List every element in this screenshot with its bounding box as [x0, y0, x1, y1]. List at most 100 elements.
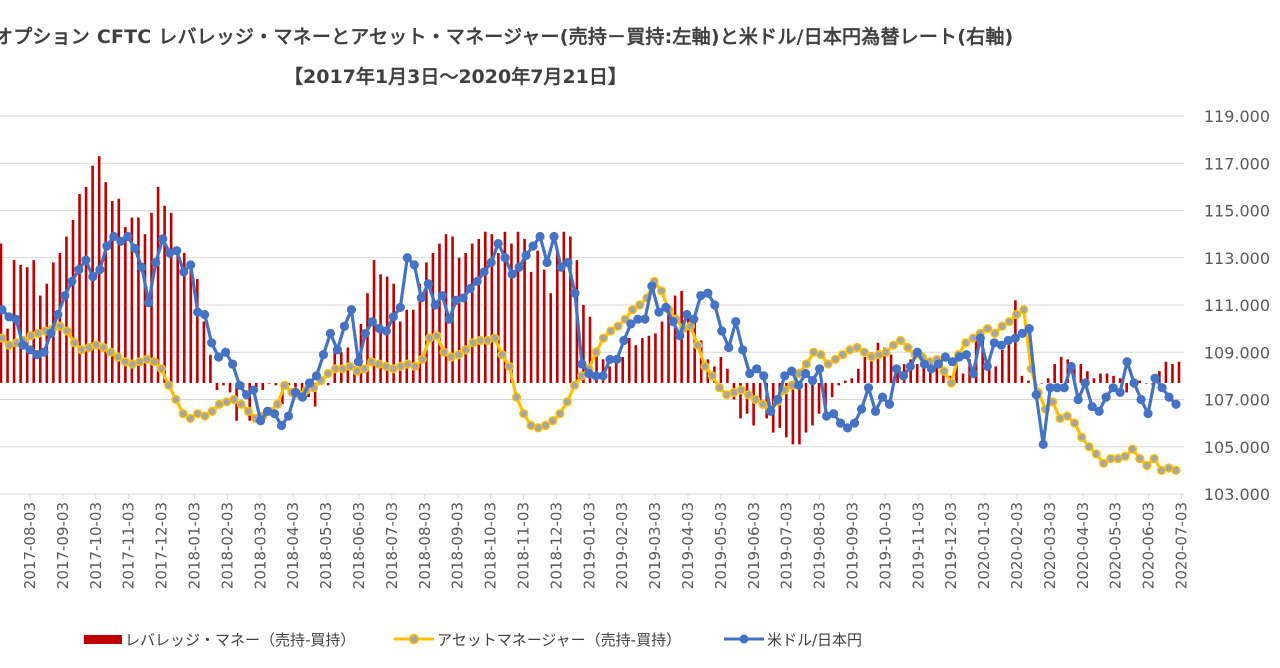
asset-manager-point: [497, 350, 507, 360]
usdjpy-point: [794, 380, 804, 390]
usdjpy-point: [801, 368, 811, 379]
usdjpy-point: [1038, 439, 1048, 449]
usdjpy-point: [919, 359, 930, 369]
legend-item-usdjpy: 米ドル/日本円: [724, 626, 862, 652]
leveraged-money-bar: [169, 212, 173, 383]
asset-manager-point: [1069, 418, 1080, 428]
leveraged-money-bar: [137, 217, 140, 383]
leveraged-money-bar: [431, 253, 435, 383]
asset-manager-point: [591, 347, 601, 357]
asset-manager-point: [555, 409, 565, 419]
leveraged-money-bar: [562, 231, 566, 383]
asset-manager-point: [69, 338, 80, 348]
asset-manager-point: [548, 416, 558, 426]
leveraged-money-bar: [248, 382, 251, 421]
usdjpy-point: [891, 364, 902, 374]
asset-manager-point: [758, 399, 768, 409]
asset-manager-point: [511, 392, 522, 402]
x-tick-label: 2018-05-03: [317, 502, 335, 589]
leveraged-money-bar: [1027, 380, 1030, 383]
usdjpy-point: [130, 243, 140, 253]
usdjpy-point: [318, 350, 329, 360]
leveraged-money-bar: [935, 356, 939, 383]
leveraged-money-bar: [830, 382, 834, 398]
usdjpy-point: [74, 264, 84, 275]
leveraged-money-bar: [1177, 361, 1181, 383]
leveraged-money-bar: [228, 382, 232, 393]
legend-item-asset-manager: アセットマネージャー（売持-買持）: [394, 626, 681, 652]
asset-manager-point: [751, 394, 761, 405]
usdjpy-point: [661, 302, 671, 312]
x-tick-label: 2019-09-03: [844, 502, 862, 589]
leveraged-money-bar: [182, 253, 186, 383]
asset-manager-point: [62, 326, 72, 336]
usdjpy-point: [542, 257, 552, 268]
usdjpy-point: [556, 262, 566, 272]
right-axis-ticks: 103.000 105.000 107.000 109.000 111.000 113.0…: [1204, 107, 1270, 504]
x-tick-label: 2019-08-03: [811, 502, 829, 589]
usdjpy-point: [1059, 383, 1069, 393]
usdjpy-point: [1094, 406, 1104, 416]
asset-manager-point: [990, 328, 1000, 338]
asset-manager-point: [200, 411, 210, 421]
leveraged-money-bar: [163, 205, 166, 383]
asset-manager-point: [562, 397, 572, 407]
asset-manager-point: [736, 385, 746, 395]
usdjpy-point: [381, 326, 391, 336]
usdjpy-point: [346, 305, 357, 315]
usdjpy-point: [1164, 392, 1174, 402]
asset-manager-point: [939, 366, 949, 376]
x-tick-label: 2019-12-03: [942, 502, 960, 589]
leveraged-money-bar: [150, 212, 153, 383]
leveraged-money-bar: [582, 305, 585, 383]
leveraged-money-bar: [699, 340, 703, 383]
leveraged-money-bar: [261, 382, 265, 391]
leveraged-money-bar: [1105, 373, 1109, 383]
leveraged-money-bar: [398, 321, 402, 383]
legend-item-leveraged-money: レバレッジ・マネー（売持-買持）: [84, 626, 355, 652]
leveraged-money-bar: [156, 186, 160, 383]
asset-manager-point: [656, 286, 667, 296]
leveraged-money-bar: [804, 382, 808, 433]
asset-manager-point: [613, 321, 623, 331]
leveraged-money-bar: [961, 373, 965, 383]
x-tick-label: 2020-05-03: [1107, 502, 1125, 589]
asset-manager-point: [685, 321, 696, 331]
leveraged-money-bar: [1164, 361, 1168, 383]
usdjpy-point: [1010, 333, 1020, 343]
usdjpy-point: [1157, 383, 1167, 393]
asset-manager-point: [1120, 451, 1130, 461]
usdjpy-point: [1073, 394, 1083, 405]
usdjpy-point: [1136, 394, 1146, 405]
asset-manager-point: [982, 324, 993, 334]
usdjpy-point: [276, 420, 287, 431]
leveraged-money-bar: [176, 250, 179, 383]
x-tick-label: 2018-07-03: [383, 502, 401, 589]
usdjpy-point: [1024, 324, 1034, 334]
asset-manager-point: [55, 321, 65, 331]
usdjpy-point: [1017, 328, 1027, 338]
usdjpy-point: [975, 333, 985, 343]
y-tick-label: 103.000: [1204, 485, 1270, 504]
usdjpy-point: [710, 300, 720, 310]
usdjpy-point: [842, 423, 853, 433]
leveraged-money-bar: [143, 234, 147, 383]
usdjpy-point: [619, 335, 629, 346]
asset-manager-point: [598, 333, 609, 343]
usdjpy-point: [835, 418, 846, 428]
usdjpy-point: [60, 290, 70, 301]
asset-manager-point: [432, 331, 442, 341]
usdjpy-point: [933, 359, 944, 369]
asset-manager-point: [627, 305, 638, 315]
usdjpy-point: [353, 357, 363, 367]
x-tick-label: 2019-01-03: [580, 502, 598, 589]
asset-manager-point: [1004, 316, 1014, 327]
usdjpy-point: [870, 406, 881, 416]
usdjpy-point: [395, 302, 405, 312]
usdjpy-point: [961, 350, 971, 360]
usdjpy-point: [689, 314, 699, 324]
usdjpy-point: [905, 361, 916, 372]
leveraged-money-bar: [758, 382, 762, 407]
usdjpy-point: [430, 300, 440, 310]
usdjpy-point: [703, 288, 713, 298]
